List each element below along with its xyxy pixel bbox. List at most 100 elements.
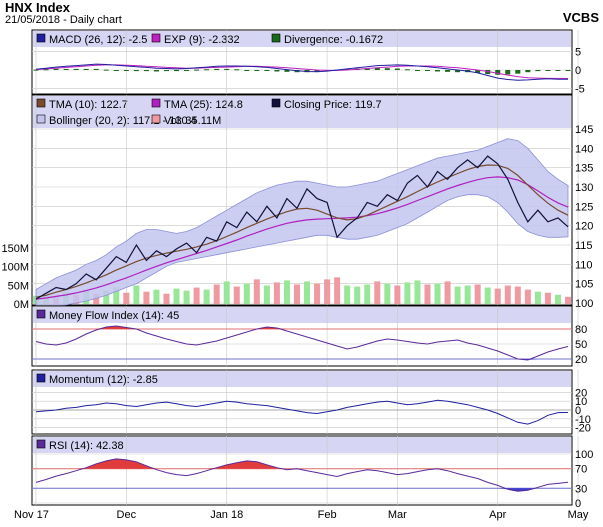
volume-bar: [364, 284, 371, 304]
momentum-axis-tick-0: 20: [575, 387, 587, 399]
exp-line: [35, 64, 569, 79]
volume-bar: [404, 282, 411, 304]
volume-bar: [384, 283, 391, 304]
divergence-bar: [565, 70, 571, 71]
divergence-bar: [43, 69, 49, 71]
price-axis-tick-9: 100: [575, 298, 593, 310]
x-tick-2: Jan 18: [210, 509, 243, 521]
volume-bar: [454, 286, 461, 304]
divergence-bar: [394, 68, 400, 70]
momentum-legend-bg: [33, 371, 571, 387]
volume-bar: [103, 290, 110, 304]
price-axis-tick-1: 140: [575, 143, 593, 155]
volume-bar: [344, 285, 351, 304]
divergence-bar: [204, 69, 210, 71]
volume-bar: [163, 293, 170, 304]
divergence-bar: [184, 70, 190, 71]
divergence-bar: [475, 70, 481, 73]
divergence-bar: [505, 70, 511, 75]
macd-legend-label-2: Divergence: -0.1672: [284, 34, 383, 46]
price-legend-swatch-4: [151, 114, 161, 124]
volume-bar: [374, 281, 381, 304]
x-tick-1: Dec: [117, 509, 137, 521]
price-axis-tick-0: 145: [575, 124, 593, 136]
rsi-legend-label-0: RSI (14): 42.38: [49, 440, 124, 452]
divergence-bar: [445, 70, 451, 72]
macd-legend-label-1: EXP (9): -2.332: [164, 34, 240, 46]
price-legend-swatch-3: [36, 114, 46, 124]
volume-bar: [504, 285, 511, 304]
volume-bar: [173, 288, 180, 304]
mfi-legend-label-0: Money Flow Index (14): 45: [49, 310, 179, 322]
divergence-bar: [384, 68, 390, 70]
divergence-bar: [274, 70, 280, 72]
volume-bar: [424, 284, 431, 304]
volume-tick-2: 50M: [8, 280, 29, 292]
divergence-bar: [83, 68, 89, 70]
macd-legend-label-0: MACD (26, 12): -2.5: [49, 34, 147, 46]
price-axis-tick-6: 115: [575, 240, 593, 252]
divergence-bar: [153, 70, 159, 72]
volume-bar: [203, 289, 210, 304]
momentum-legend-label-0: Momentum (12): -2.85: [49, 374, 158, 386]
volume-bar: [133, 285, 140, 304]
momentum-line: [35, 399, 569, 425]
divergence-bar: [93, 68, 99, 70]
volume-bar: [565, 296, 571, 304]
volume-bar: [143, 291, 150, 304]
x-tick-0: Nov 17: [14, 509, 49, 521]
x-tick-6: May: [568, 509, 589, 521]
volume-bar: [444, 281, 451, 304]
divergence-bar: [435, 70, 441, 72]
divergence-bar: [163, 70, 169, 72]
divergence-bar: [495, 70, 501, 75]
volume-bar: [544, 292, 551, 304]
mfi-legend-bg: [33, 307, 571, 323]
volume-bar: [93, 293, 100, 304]
volume-tick-1: 100M: [1, 262, 29, 274]
volume-bar: [223, 281, 230, 304]
volume-bar: [524, 289, 531, 304]
rsi-axis-tick-0: 100: [575, 449, 593, 461]
price-legend-bg: [33, 96, 571, 128]
volume-bar: [394, 285, 401, 304]
divergence-bar: [244, 70, 250, 71]
macd-axis-tick-2: -5: [575, 83, 585, 95]
volume-tick-0: 150M: [1, 243, 29, 255]
volume-bar: [243, 283, 250, 304]
price-legend-swatch-2: [271, 98, 281, 108]
macd-axis-tick-0: 5: [575, 47, 581, 59]
divergence-bar: [63, 68, 69, 70]
divergence-bar: [194, 69, 200, 71]
price-legend-label-0: TMA (10): 122.7: [49, 99, 128, 111]
divergence-bar: [143, 70, 149, 72]
volume-bar: [293, 284, 300, 304]
rsi-legend-bg: [33, 437, 571, 453]
divergence-bar: [33, 69, 39, 71]
divergence-bar: [555, 70, 561, 71]
price-legend-swatch-1: [151, 98, 161, 108]
volume-bar: [314, 283, 321, 304]
divergence-bar: [455, 70, 461, 73]
chart-subtitle: 21/05/2018 - Daily chart: [5, 14, 122, 26]
rsi-oversold-fill: [36, 488, 568, 492]
momentum-axis-tick-4: -20: [575, 423, 591, 435]
momentum-axis-tick-1: 10: [575, 396, 587, 408]
momentum-axis-tick-3: -10: [575, 414, 591, 426]
rsi-overbought-fill: [36, 458, 568, 469]
closing-price-line: [35, 155, 569, 300]
volume-bar: [354, 286, 361, 304]
volume-tick-3: 0M: [14, 299, 29, 311]
volume-bar: [253, 279, 260, 304]
tma25-line: [35, 176, 569, 300]
volume-bar: [263, 285, 270, 304]
divergence-bar: [133, 70, 139, 72]
volume-bar: [193, 287, 200, 304]
divergence-bar: [424, 70, 430, 71]
divergence-bar: [234, 69, 240, 71]
macd-legend-swatch-2: [271, 33, 281, 43]
volume-bar: [213, 284, 220, 304]
volume-bar: [414, 280, 421, 304]
volume-bar: [123, 292, 130, 304]
divergence-bar: [414, 70, 420, 71]
